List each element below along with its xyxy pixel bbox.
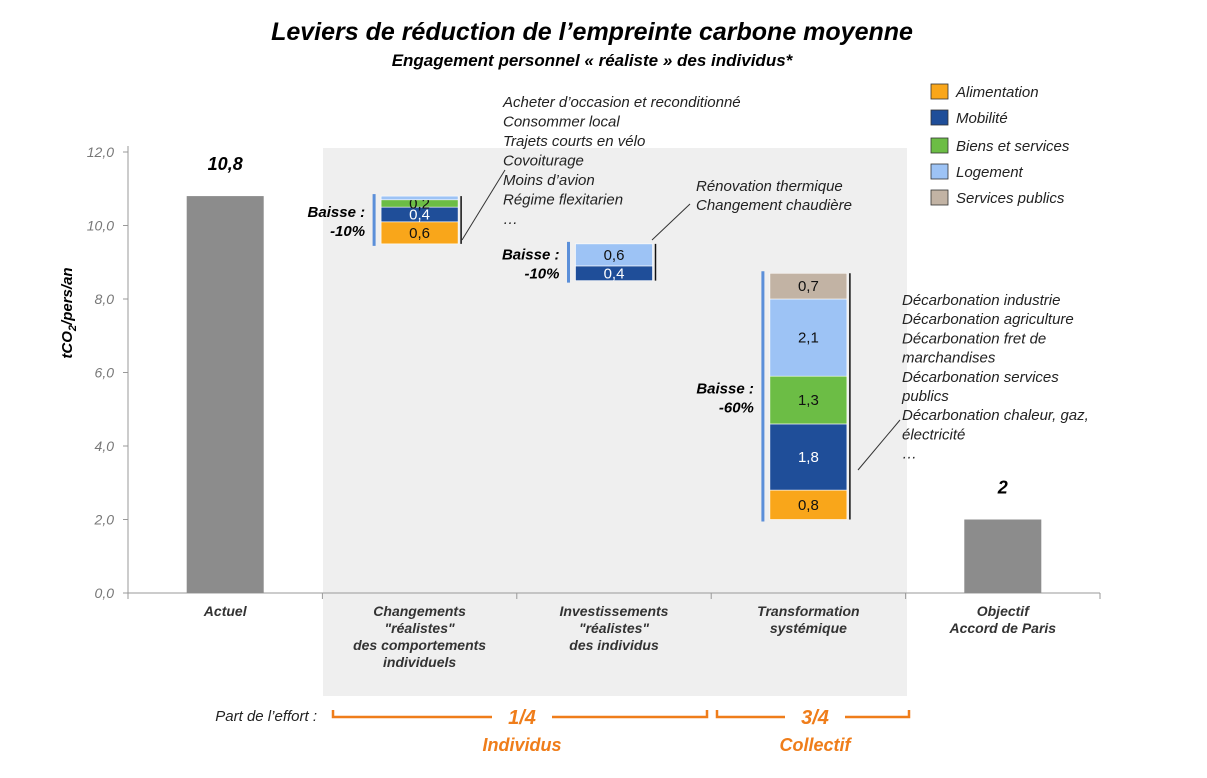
legend-swatch <box>930 189 949 206</box>
axes <box>127 146 1101 599</box>
annotation-line: Décarbonation fret de <box>902 330 1046 347</box>
y-ticks: 0,0 2,0 4,0 6,0 8,0 10,0 12,0 <box>87 144 128 601</box>
legend: Alimentation Mobilité Biens et services Log… <box>930 83 1070 207</box>
legend-label: Biens et services <box>956 138 1070 155</box>
step-segment-label: 0,4 <box>604 265 625 282</box>
step-segment-label: 1,8 <box>798 449 819 466</box>
category-label-line: Changements <box>373 603 466 619</box>
annotation-line: Changement chaudière <box>696 197 852 214</box>
chart-title: Leviers de réduction de l’empreinte carb… <box>271 18 913 46</box>
category-label-line: Objectif <box>977 603 1030 619</box>
effort-bracket-left <box>331 710 492 719</box>
step-segment-label: 0,7 <box>798 278 819 295</box>
step-segment-label: 1,3 <box>798 392 819 409</box>
annotation-line: Acheter d’occasion et reconditionné <box>502 94 741 111</box>
chart-subtitle: Engagement personnel « réaliste » des in… <box>392 51 794 70</box>
annotation-connector <box>651 203 691 241</box>
total-bar-label: 2 <box>997 478 1008 498</box>
baisse-label: Baisse : <box>696 380 754 397</box>
annotation-line: Décarbonation industrie <box>902 292 1060 309</box>
total-bar <box>186 196 264 593</box>
svg-text:tCO2/pers/an: tCO2/pers/an <box>59 267 79 358</box>
y-axis-label: tCO2/pers/an <box>59 267 79 358</box>
annotation-line: Trajets courts en vélo <box>503 133 645 150</box>
legend-label: Logement <box>956 164 1024 181</box>
category-labels: Actuel Changements"réalistes"des comporte… <box>203 603 1057 670</box>
baisse-label: Baisse : <box>502 246 560 263</box>
effort-share: Part de l’effort : 1/4 Individus 3/4 Collect… <box>215 707 911 755</box>
annotation-line: Décarbonation services <box>902 369 1059 386</box>
category-label-line: Transformation <box>757 603 859 619</box>
baisse-percent: -60% <box>719 399 754 416</box>
legend-swatch <box>930 163 949 180</box>
annotation-line: Décarbonation chaleur, gaz, <box>902 407 1089 424</box>
category-label-line: Investissements <box>560 603 669 619</box>
legend-label: Services publics <box>956 190 1065 207</box>
y-tick-label: 4,0 <box>95 438 115 454</box>
effort-bracket-right <box>552 710 709 719</box>
effort-label: Part de l’effort : <box>215 708 317 725</box>
step-segment-label: 0,6 <box>409 225 430 242</box>
effort-bracket-right <box>845 710 911 719</box>
annotation-line: … <box>902 446 917 463</box>
category-label-line: "réalistes" <box>579 620 649 636</box>
category-label-line: systémique <box>770 620 847 636</box>
annotation-connector <box>461 169 506 241</box>
annotation-line: publics <box>901 388 949 405</box>
category-label-line: "réalistes" <box>385 620 455 636</box>
step-segment-label: 0,6 <box>604 247 625 264</box>
baisse-percent: -10% <box>524 265 559 282</box>
y-axis-label-rest: /pers/an <box>59 267 76 326</box>
step-segment-label: 0,8 <box>798 497 819 514</box>
y-tick-label: 6,0 <box>95 365 115 381</box>
y-axis-label-main: tCO <box>59 331 76 359</box>
category-label-line: Accord de Paris <box>948 620 1056 636</box>
annotation-line: Moins d’avion <box>503 172 595 189</box>
step-segment <box>380 195 459 201</box>
annotation-line: Consommer local <box>503 114 620 131</box>
baisse-label: Baisse : <box>308 204 366 221</box>
effort-group-name: Collectif <box>779 735 852 755</box>
legend-label: Alimentation <box>955 84 1039 101</box>
step-segment <box>769 298 848 377</box>
step-segment <box>769 375 848 425</box>
category-label-line: des comportements <box>353 637 486 653</box>
annotation-line: Décarbonation agriculture <box>902 311 1074 328</box>
y-tick-label: 12,0 <box>87 144 114 160</box>
legend-label: Mobilité <box>956 110 1008 127</box>
effort-fraction: 1/4 <box>508 707 536 729</box>
annotations: Acheter d’occasion et reconditionné Conso… <box>461 94 1089 471</box>
y-tick-label: 2,0 <box>94 512 115 528</box>
y-axis-label-sub: 2 <box>67 325 79 332</box>
annotation-line: Régime flexitarien <box>503 192 623 209</box>
step-segment-label: 0,4 <box>409 206 430 223</box>
step-segment <box>575 243 653 267</box>
category-label-line: Actuel <box>203 603 248 619</box>
legend-swatch <box>930 83 949 100</box>
annotation-line: marchandises <box>902 350 996 367</box>
category-label-line: des individus <box>569 637 659 653</box>
annotation-line: … <box>503 211 518 228</box>
annotation-connector <box>857 419 901 471</box>
legend-swatch <box>930 137 949 154</box>
annotation-line: Rénovation thermique <box>696 178 843 195</box>
baisse-percent: -10% <box>330 223 365 240</box>
step-segment <box>769 272 848 300</box>
legend-swatch <box>930 109 949 126</box>
total-bar <box>964 519 1042 593</box>
effort-fraction: 3/4 <box>801 707 829 729</box>
step-segment-label: 2,1 <box>798 330 819 347</box>
effort-bracket-left <box>715 710 785 719</box>
y-tick-label: 10,0 <box>87 218 114 234</box>
effort-group-name: Individus <box>482 735 561 755</box>
y-tick-label: 0,0 <box>95 585 115 601</box>
annotation-line: électricité <box>902 426 965 443</box>
y-tick-label: 8,0 <box>95 291 115 307</box>
category-label-line: individuels <box>383 654 456 670</box>
annotation-line: Covoiturage <box>503 153 584 170</box>
total-bar-label: 10,8 <box>208 154 243 174</box>
